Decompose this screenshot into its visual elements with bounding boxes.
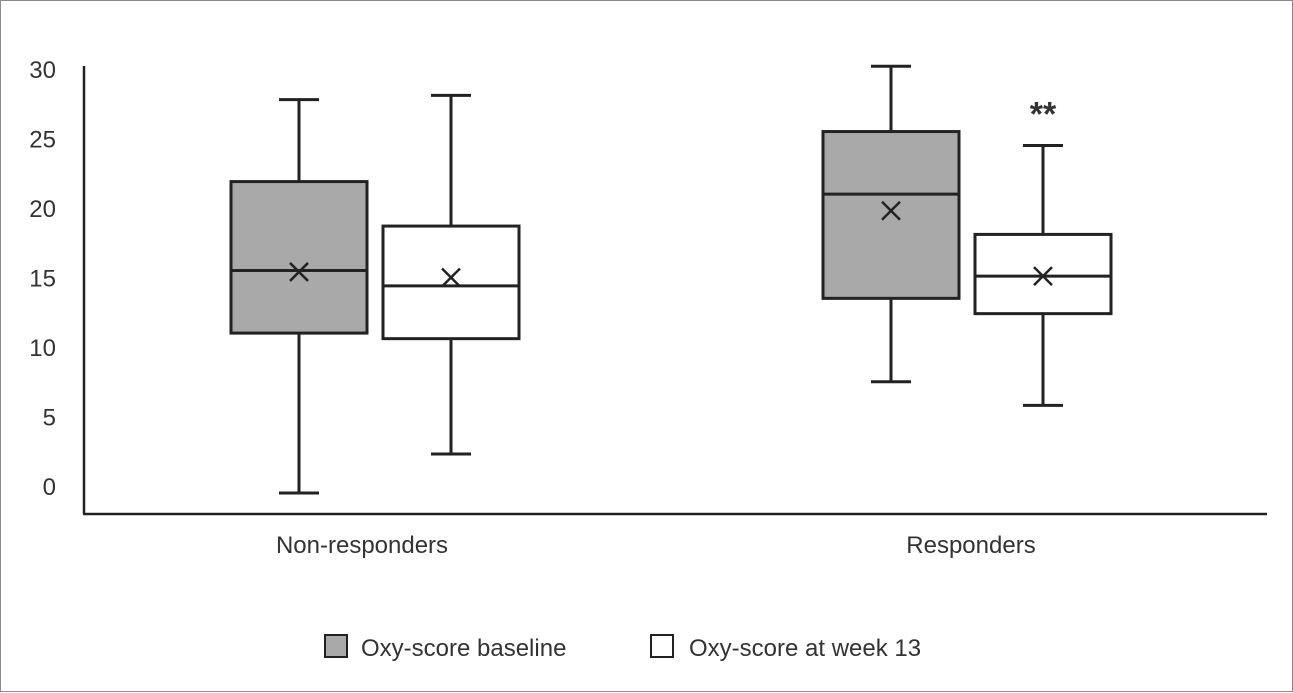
mean-marker-stroke-b [881,200,901,221]
y-tick-label-30: 30 [29,57,56,84]
mean-marker-responders-oxy-score-at-week-13 [1033,266,1053,286]
y-tick-label-25: 25 [29,127,56,154]
y-tick-label-15: 15 [29,266,56,293]
mean-marker-stroke-b [441,267,461,288]
y-tick-label-0: 0 [43,474,56,501]
mean-marker-non-responders-oxy-score-baseline [289,262,309,282]
iqr-box-non-responders-oxy-score-baseline [229,180,369,335]
legend-swatch-baseline [324,634,348,658]
y-tick-label-20: 20 [29,196,56,223]
iqr-box-responders-oxy-score-baseline [821,130,961,300]
legend-label-week13: Oxy-score at week 13 [689,635,921,662]
legend: Oxy-score baseline Oxy-score at week 13 [324,634,921,662]
category-label-responders: Responders [906,532,1035,559]
boxes: ** [229,64,1113,495]
mean-marker-stroke-b [1033,266,1053,286]
box-non-responders-oxy-score-at-week-13 [381,93,521,456]
legend-item-week13: Oxy-score at week 13 [650,634,921,662]
axes [82,66,1267,516]
category-label-non-responders: Non-responders [276,532,448,559]
box-responders-oxy-score-baseline [821,64,961,384]
mean-marker-non-responders-oxy-score-at-week-13 [441,267,461,288]
mean-marker-responders-oxy-score-baseline [881,200,901,221]
iqr-box-responders-oxy-score-at-week-13 [973,232,1113,316]
box-non-responders-oxy-score-baseline [229,98,369,495]
legend-label-baseline: Oxy-score baseline [361,635,566,662]
y-tick-label-5: 5 [43,405,56,432]
box-responders-oxy-score-at-week-13 [973,143,1113,407]
y-tick-label-10: 10 [29,335,56,362]
mean-marker-stroke-b [289,262,309,282]
legend-item-baseline: Oxy-score baseline [324,634,566,662]
iqr-box-non-responders-oxy-score-at-week-13 [381,224,521,341]
significance-annotation: ** [1030,95,1057,133]
y-tick-labels: 0 5 10 15 20 25 30 [29,57,56,501]
category-labels: Non-responders Responders [276,532,1036,559]
legend-swatch-week13 [650,634,674,658]
